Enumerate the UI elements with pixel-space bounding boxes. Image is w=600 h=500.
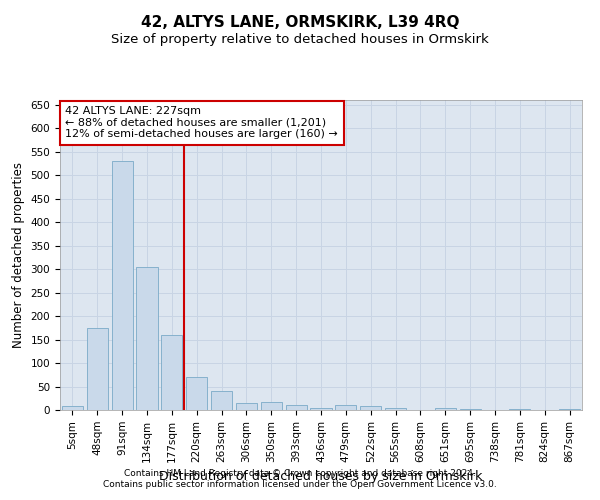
Text: Contains public sector information licensed under the Open Government Licence v3: Contains public sector information licen… [103,480,497,489]
Bar [385,408,406,410]
Bar [136,266,158,410]
Bar [286,406,307,410]
Bar [112,161,133,410]
Bar [460,408,481,410]
X-axis label: Distribution of detached houses by size in Ormskirk: Distribution of detached houses by size … [160,470,482,483]
Text: Size of property relative to detached houses in Ormskirk: Size of property relative to detached ho… [111,32,489,46]
Bar [161,335,182,410]
Bar [261,402,282,410]
Text: 42 ALTYS LANE: 227sqm
← 88% of detached houses are smaller (1,201)
12% of semi-d: 42 ALTYS LANE: 227sqm ← 88% of detached … [65,106,338,140]
Bar [236,403,257,410]
Bar [435,408,456,410]
Bar [360,406,381,410]
Bar [509,408,530,410]
Bar [559,408,580,410]
Y-axis label: Number of detached properties: Number of detached properties [12,162,25,348]
Text: 42, ALTYS LANE, ORMSKIRK, L39 4RQ: 42, ALTYS LANE, ORMSKIRK, L39 4RQ [141,15,459,30]
Text: Contains HM Land Registry data © Crown copyright and database right 2024.: Contains HM Land Registry data © Crown c… [124,468,476,477]
Bar [310,408,332,410]
Bar [335,406,356,410]
Bar [186,377,207,410]
Bar [211,391,232,410]
Bar [87,328,108,410]
Bar [62,406,83,410]
